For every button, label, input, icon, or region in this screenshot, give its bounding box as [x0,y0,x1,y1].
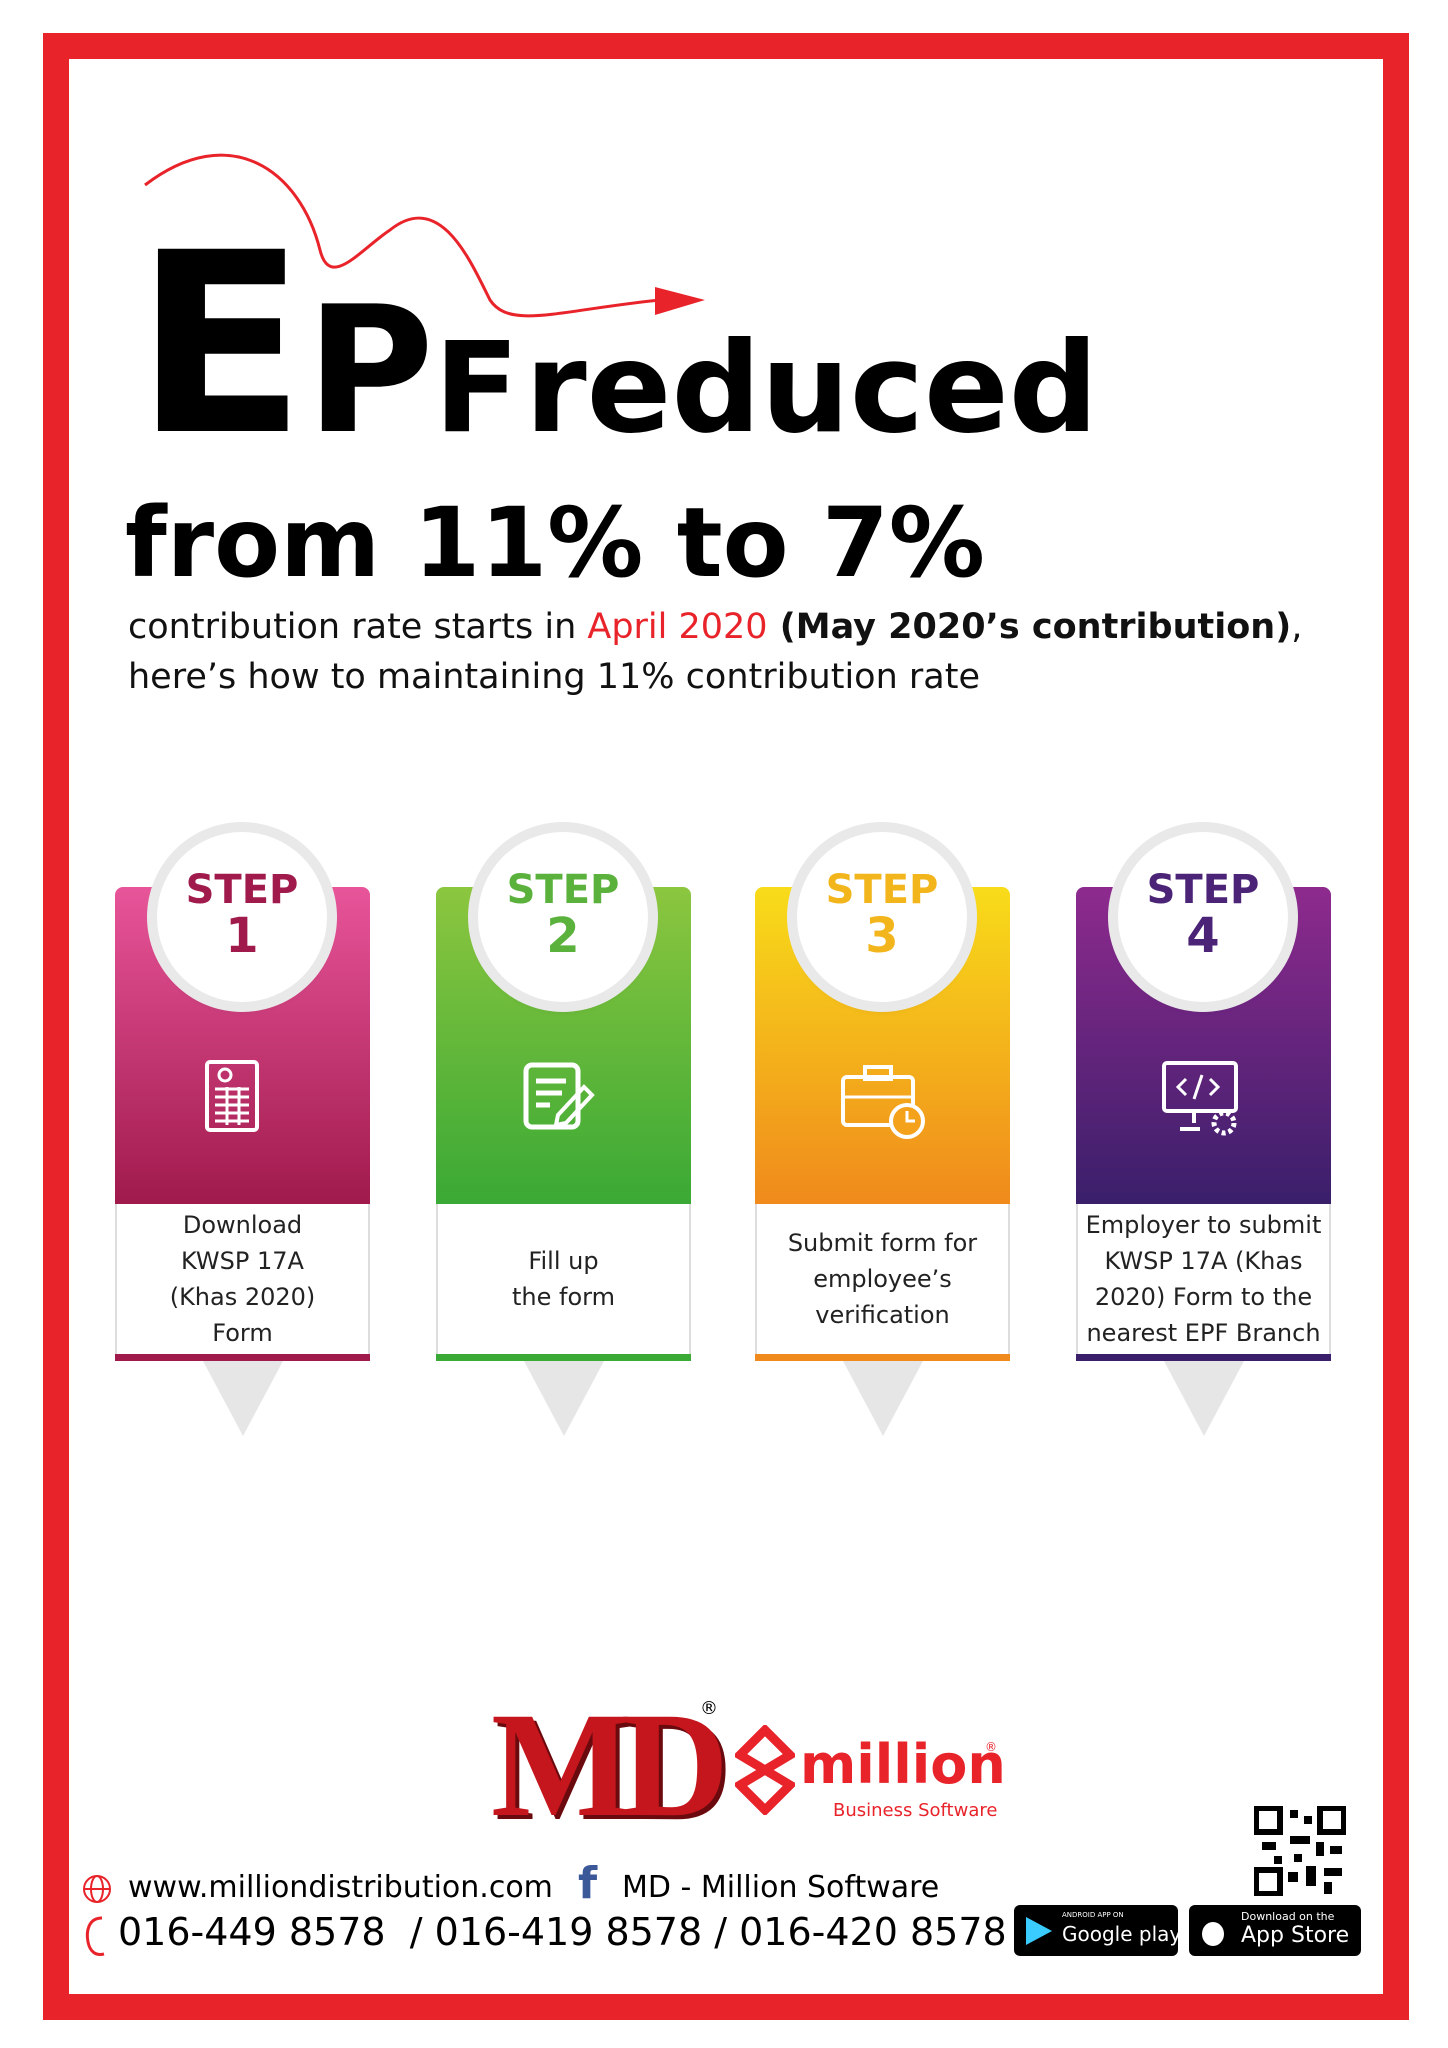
million-logo: million [800,1733,1006,1796]
registered: ® [700,1698,718,1719]
step-line: nearest EPF Branch [1086,1319,1321,1347]
step-label: STEP [1146,867,1260,913]
phones: 016-449 8578 / 016-419 8578 / 016-420 85… [118,1910,1007,1954]
badge-small: Download on the [1241,1910,1335,1923]
step-line: 2020) Form to the [1094,1283,1313,1311]
step-badge: STEP 3 [797,832,967,1002]
globe-icon [83,1875,111,1903]
step-line: Form [212,1319,273,1347]
step-text: Fill up the form [436,1204,691,1356]
card-pointer [843,1361,923,1436]
step-icon [841,1065,925,1139]
facebook: MD - Million Software [622,1870,940,1905]
app-store-badge[interactable]: Download on the App Store [1189,1905,1361,1956]
step-line: the form [512,1283,615,1311]
step-badge: STEP 4 [1118,832,1288,1002]
step-line: employee’s [813,1265,952,1293]
md-logo: MD [491,1682,729,1848]
card-bar [1076,1354,1331,1361]
headline: from 11% to 7% [125,487,985,599]
step-icon [523,1062,595,1130]
phone-icon [85,1916,105,1956]
card-pointer [1164,1361,1244,1436]
apple-icon [1202,1922,1224,1946]
step-label: STEP [185,867,299,913]
step-card: Download KWSP 17A (Khas 2020) Form STEP 1 [115,832,370,1436]
step-text: Employer to submit KWSP 17A (Khas 2020) Fo… [1076,1204,1331,1356]
step-text: Download KWSP 17A (Khas 2020) Form [115,1204,370,1356]
step-line: Fill up [528,1247,599,1275]
step-number: 2 [546,908,580,964]
date: April 2020 [587,607,768,647]
step-label: STEP [506,867,620,913]
step-icon [1162,1061,1238,1136]
qr-code [1254,1806,1346,1896]
step-number: 1 [225,908,259,964]
step-badge: STEP 1 [157,832,327,1002]
step-number: 3 [865,908,899,964]
step-line: KWSP 17A (Khas [1104,1247,1303,1275]
badge-small: ANDROID APP ON [1062,1911,1124,1919]
title: EPF reduced [135,220,1098,470]
step-badge: STEP 2 [478,832,648,1002]
card-pointer [203,1361,283,1436]
subtitle-line: contribution rate starts in April 2020 (… [128,602,1302,652]
step-line: Submit form for [787,1229,978,1257]
google-play-badge[interactable]: ANDROID APP ON Google play [1014,1905,1182,1956]
arrow-decoration [144,153,705,318]
title-letter: P [305,270,435,473]
step-line: Download [182,1211,303,1239]
step-line: KWSP 17A [181,1247,304,1275]
million-icon [735,1725,795,1815]
title-letter: E [135,199,306,490]
text: , [1291,607,1303,647]
title-letter: F [434,316,520,461]
step-number: 4 [1186,908,1220,964]
step-icon [205,1060,259,1132]
step-card: Fill up the form STEP 2 [436,832,691,1436]
step-line: Employer to submit [1085,1211,1322,1239]
step-line: (Khas 2020) [169,1283,316,1311]
badge-big: Google play [1062,1922,1182,1946]
facebook-icon: f [578,1858,598,1909]
card-bar [436,1354,691,1361]
tagline: Business Software [833,1800,998,1821]
text: (May 2020’s contribution) [767,607,1292,647]
text: contribution rate starts in [128,607,588,647]
step-card: Submit form for employee’s verification STE… [755,832,1010,1436]
card-bar [755,1354,1010,1361]
step-text: Submit form for employee’s verification [755,1204,1010,1356]
card-bar [115,1354,370,1361]
title-word: reduced [525,316,1099,461]
website: www.milliondistribution.com [128,1870,553,1905]
subtitle-line: here’s how to maintaining 11% contributi… [128,657,980,697]
card-pointer [524,1361,604,1436]
step-label: STEP [825,867,939,913]
subtitle: contribution rate starts in April 2020 (… [128,602,1302,702]
registered: ® [985,1740,997,1754]
badge-big: App Store [1241,1923,1350,1948]
step-card: Employer to submit KWSP 17A (Khas 2020) Fo… [1076,832,1331,1436]
step-line: verification [815,1301,950,1329]
play-icon [1026,1917,1052,1945]
red-frame [43,33,1409,2020]
